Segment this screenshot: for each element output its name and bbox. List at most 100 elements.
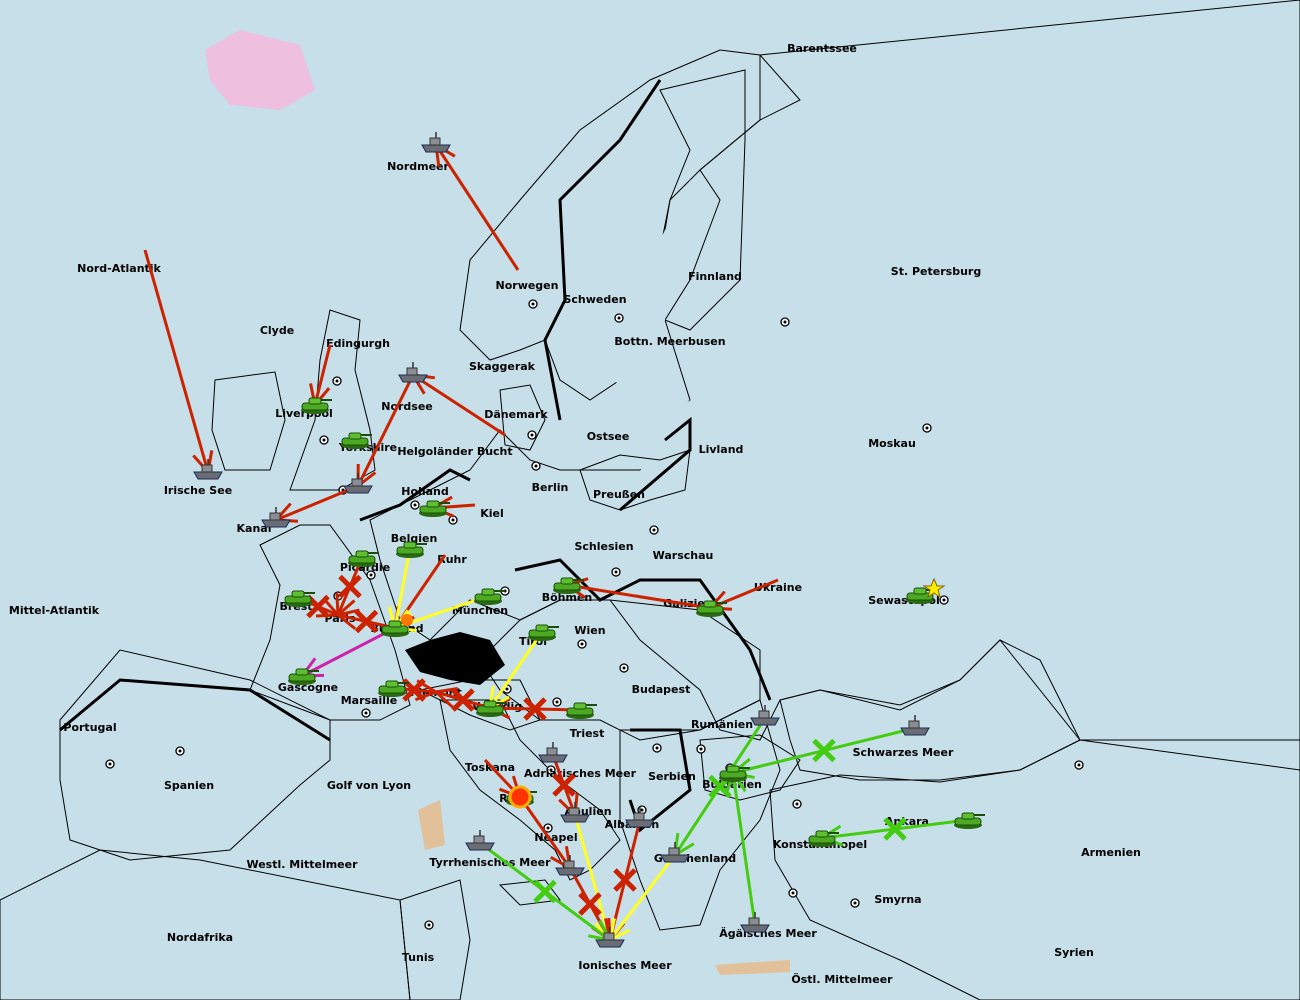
region-spain[interactable] — [59, 649, 331, 861]
fleet-ship-icon[interactable] — [595, 927, 625, 948]
fleet-ship-icon[interactable] — [625, 807, 655, 828]
army-tank-icon[interactable] — [808, 830, 839, 847]
region-tunis[interactable] — [399, 879, 471, 1000]
province-label[interactable]: Mittel-Atlantik — [9, 604, 100, 617]
army-tank-icon[interactable] — [719, 765, 750, 782]
province-label[interactable]: Kanal — [237, 522, 272, 535]
province-label[interactable]: Berlin — [532, 481, 569, 494]
province-label[interactable]: Irische See — [164, 484, 232, 497]
province-label[interactable]: Schlesien — [574, 540, 633, 553]
fleet-ship-icon[interactable] — [560, 802, 590, 823]
province-label[interactable]: Gascogne — [278, 681, 338, 694]
fleet-ship-icon[interactable] — [465, 830, 495, 851]
province-label[interactable]: Preußen — [593, 488, 645, 501]
star-icon — [922, 577, 946, 599]
region-preussen[interactable] — [579, 449, 691, 511]
province-label[interactable]: Skaggerak — [469, 360, 536, 373]
army-tank-icon[interactable] — [419, 500, 450, 517]
province-label[interactable]: Portugal — [63, 721, 116, 734]
region-bulgarien[interactable] — [699, 734, 801, 801]
province-label[interactable]: Norwegen — [496, 279, 559, 292]
region-iceland[interactable] — [205, 30, 315, 110]
province-label[interactable]: Bottn. Meerbusen — [614, 335, 725, 348]
fleet-ship-icon[interactable] — [193, 459, 223, 480]
army-tank-icon[interactable] — [696, 600, 727, 617]
army-tank-icon[interactable] — [341, 432, 372, 449]
province-label[interactable]: Tunis — [402, 951, 435, 964]
region-ireland[interactable] — [211, 371, 286, 471]
province-label[interactable]: Dänemark — [484, 408, 548, 421]
province-label[interactable]: Westl. Mittelmeer — [246, 858, 358, 871]
fleet-ship-icon[interactable] — [421, 132, 451, 153]
province-label[interactable]: Holland — [401, 485, 448, 498]
province-label[interactable]: Nordsee — [381, 400, 433, 413]
army-tank-icon[interactable] — [301, 397, 332, 414]
province-label[interactable]: Spanien — [164, 779, 214, 792]
army-tank-icon[interactable] — [553, 577, 584, 594]
province-label[interactable]: Ägäisches Meer — [719, 926, 817, 940]
province-label[interactable]: Belgien — [391, 532, 438, 545]
province-label[interactable]: Toskana — [465, 761, 515, 774]
arrow-head — [414, 690, 437, 702]
province-label[interactable]: Neapel — [534, 831, 577, 844]
province-label[interactable]: Östl. Mittelmeer — [791, 972, 893, 986]
order-arrow — [335, 557, 364, 617]
province-label[interactable]: Livland — [699, 443, 744, 456]
province-label[interactable]: Budapest — [632, 683, 691, 696]
fleet-ship-icon[interactable] — [740, 912, 770, 933]
province-label[interactable]: Helgoländer Bucht — [397, 445, 512, 458]
army-tank-icon[interactable] — [284, 590, 315, 607]
fleet-ship-icon[interactable] — [343, 473, 373, 494]
province-label[interactable]: Marsaille — [341, 694, 398, 707]
province-label[interactable]: Nordmeer — [387, 160, 449, 173]
province-label[interactable]: Schweden — [563, 293, 626, 306]
army-tank-icon[interactable] — [954, 812, 985, 829]
region-purple-east[interactable] — [369, 0, 1300, 771]
region-balkans[interactable] — [619, 699, 781, 931]
army-tank-icon[interactable] — [348, 550, 379, 567]
province-label[interactable]: Nordafrika — [167, 931, 233, 944]
army-tank-icon[interactable] — [528, 624, 559, 641]
province-label[interactable]: Clyde — [260, 324, 294, 337]
province-label[interactable]: Kiel — [480, 507, 504, 520]
province-label[interactable]: Syrien — [1054, 946, 1094, 959]
province-label[interactable]: Moskau — [868, 437, 916, 450]
province-label[interactable]: Armenien — [1081, 846, 1141, 859]
region-finnland[interactable] — [659, 69, 746, 331]
army-tank-icon[interactable] — [378, 680, 409, 697]
army-tank-icon[interactable] — [476, 700, 507, 717]
province-label[interactable]: Tyrrhenisches Meer — [429, 856, 551, 869]
province-label[interactable]: Serbien — [648, 770, 696, 783]
army-tank-icon[interactable] — [566, 702, 597, 719]
province-label[interactable]: München — [452, 604, 508, 617]
province-label[interactable]: Triest — [570, 727, 605, 740]
province-label[interactable]: Warschau — [653, 549, 714, 562]
army-tank-icon[interactable] — [396, 541, 427, 558]
fleet-ship-icon[interactable] — [555, 855, 585, 876]
region-turkey[interactable] — [769, 739, 1300, 1000]
province-label[interactable]: Adriatisches Meer — [524, 767, 637, 780]
province-label[interactable]: Edingurgh — [326, 337, 390, 350]
province-label[interactable]: Ostsee — [587, 430, 630, 443]
fleet-ship-icon[interactable] — [538, 742, 568, 763]
province-label[interactable]: Ionisches Meer — [578, 959, 672, 972]
region-france[interactable] — [249, 524, 411, 721]
province-label[interactable]: Rumänien — [691, 718, 753, 731]
army-tank-icon[interactable] — [474, 588, 505, 605]
province-label[interactable]: Golf von Lyon — [327, 779, 411, 792]
province-label[interactable]: St. Petersburg — [891, 265, 981, 278]
province-label[interactable]: Smyrna — [874, 893, 921, 906]
province-label[interactable]: Nord-Atlantik — [77, 262, 161, 275]
fleet-ship-icon[interactable] — [261, 507, 291, 528]
fleet-ship-icon[interactable] — [750, 705, 780, 726]
province-label[interactable]: Schwarzes Meer — [853, 746, 954, 759]
fleet-ship-icon[interactable] — [660, 842, 690, 863]
province-label[interactable]: Wien — [574, 624, 605, 637]
province-label[interactable]: Barentssee — [787, 42, 857, 55]
fleet-ship-icon[interactable] — [900, 715, 930, 736]
province-label[interactable]: Finnland — [688, 270, 742, 283]
army-tank-icon[interactable] — [288, 668, 319, 685]
fleet-ship-icon[interactable] — [398, 362, 428, 383]
army-tank-icon[interactable] — [906, 587, 937, 604]
